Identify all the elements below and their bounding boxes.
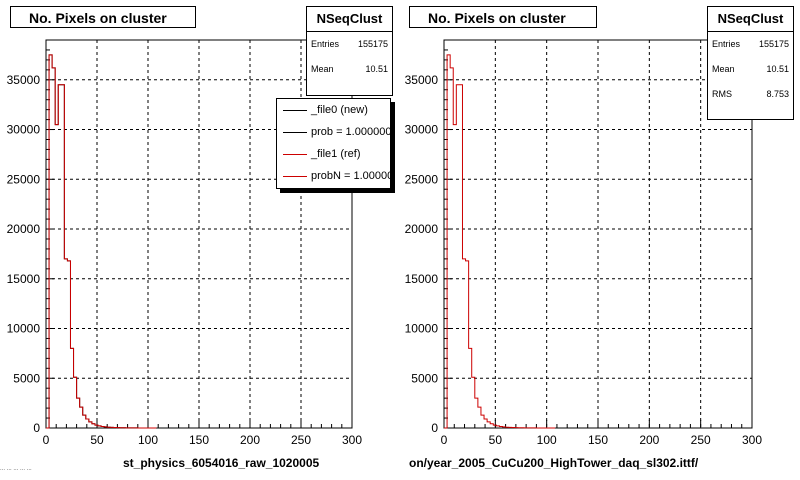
x-tick-label: 150 — [189, 433, 209, 447]
right-title: No. Pixels on cluster — [428, 10, 566, 26]
y-tick-label: 10000 — [405, 322, 439, 336]
y-tick-label: 0 — [431, 421, 438, 435]
stats-label: Entries — [712, 39, 741, 49]
stats-label: Entries — [311, 39, 340, 49]
left-stats-entries-row: Entries 155175 — [307, 32, 392, 57]
y-tick-label: 25000 — [7, 172, 41, 186]
stats-value: 155175 — [758, 39, 789, 49]
x-tick-label: 200 — [639, 433, 659, 447]
stats-value: 10.51 — [766, 64, 789, 74]
left-legend: _file0 (new) prob = 1.000000 _file1 (ref… — [276, 98, 391, 189]
legend-label: prob = 1.000000 — [311, 126, 391, 138]
y-tick-label: 5000 — [13, 371, 40, 385]
footer-text: ... ... ... ... ... — [0, 466, 32, 472]
x-tick-label: 200 — [240, 433, 260, 447]
y-tick-label: 15000 — [405, 272, 439, 286]
y-tick-label: 20000 — [7, 222, 41, 236]
legend-entry: prob = 1.000000 — [277, 121, 390, 143]
right-histogram: 0 5000 10000 15000 20000 25000 30000 35000 0 50 10… — [405, 39, 762, 447]
left-title: No. Pixels on cluster — [29, 10, 167, 26]
y-tick-label: 10000 — [7, 322, 41, 336]
y-tick-label: 0 — [33, 421, 40, 435]
y-tick-label: 20000 — [405, 222, 439, 236]
y-tick-label: 30000 — [7, 123, 41, 137]
legend-entry: probN = 1.000000 — [277, 165, 390, 187]
legend-line-swatch — [283, 132, 307, 133]
stats-value: 8.753 — [766, 89, 789, 99]
x-tick-label: 50 — [90, 433, 104, 447]
y-tick-label: 30000 — [405, 123, 439, 137]
stats-label: Mean — [712, 64, 735, 74]
x-tick-label: 100 — [138, 433, 158, 447]
x-tick-label: 250 — [691, 433, 711, 447]
y-tick-label: 35000 — [405, 73, 439, 87]
y-tick-label: 15000 — [7, 272, 41, 286]
histogram-series — [46, 54, 157, 429]
legend-label: _file0 (new) — [311, 104, 368, 116]
right-stats-entries-row: Entries 155175 — [708, 32, 793, 57]
legend-line-swatch — [283, 110, 307, 111]
x-tick-label: 100 — [537, 433, 557, 447]
right-x-title: on/year_2005_CuCu200_HighTower_daq_sl302… — [409, 456, 699, 470]
legend-entry: _file0 (new) — [277, 99, 390, 121]
legend-label: _file1 (ref) — [311, 148, 361, 160]
right-stats-mean-row: Mean 10.51 — [708, 57, 793, 82]
right-stats-name: NSeqClust — [708, 7, 793, 32]
right-stats-rms-row: RMS 8.753 — [708, 82, 793, 107]
left-x-title: st_physics_6054016_raw_1020005 — [123, 456, 320, 470]
x-tick-label: 300 — [342, 433, 362, 447]
histogram-series — [444, 54, 556, 429]
right-stats-box: NSeqClust Entries 155175 Mean 10.51 RMS … — [707, 6, 794, 120]
left-stats-name: NSeqClust — [307, 7, 392, 32]
stats-value: 155175 — [357, 39, 388, 49]
x-tick-label: 150 — [588, 433, 608, 447]
x-tick-label: 0 — [43, 433, 50, 447]
legend-line-swatch — [283, 176, 307, 177]
stats-label: RMS — [712, 89, 732, 99]
y-tick-label: 35000 — [7, 73, 41, 87]
left-stats-box: NSeqClust Entries 155175 Mean 10.51 — [306, 6, 393, 96]
stats-value: 10.51 — [365, 64, 388, 74]
legend-line-swatch — [283, 154, 307, 155]
left-stats-mean-row: Mean 10.51 — [307, 57, 392, 82]
x-tick-label: 0 — [441, 433, 448, 447]
x-tick-label: 50 — [489, 433, 503, 447]
legend-label: probN = 1.000000 — [311, 170, 391, 182]
y-tick-label: 25000 — [405, 172, 439, 186]
right-title-box: No. Pixels on cluster — [409, 6, 597, 28]
left-title-box: No. Pixels on cluster — [10, 6, 196, 28]
stats-label: Mean — [311, 64, 334, 74]
legend-entry: _file1 (ref) — [277, 143, 390, 165]
x-tick-label: 300 — [742, 433, 762, 447]
x-tick-label: 250 — [291, 433, 311, 447]
right-panel: 0 5000 10000 15000 20000 25000 30000 35000 0 50 10… — [400, 0, 800, 480]
y-tick-label: 5000 — [411, 371, 438, 385]
left-panel: 0 5000 10000 15000 20000 25000 30000 35000 0 50 10… — [0, 6, 393, 472]
